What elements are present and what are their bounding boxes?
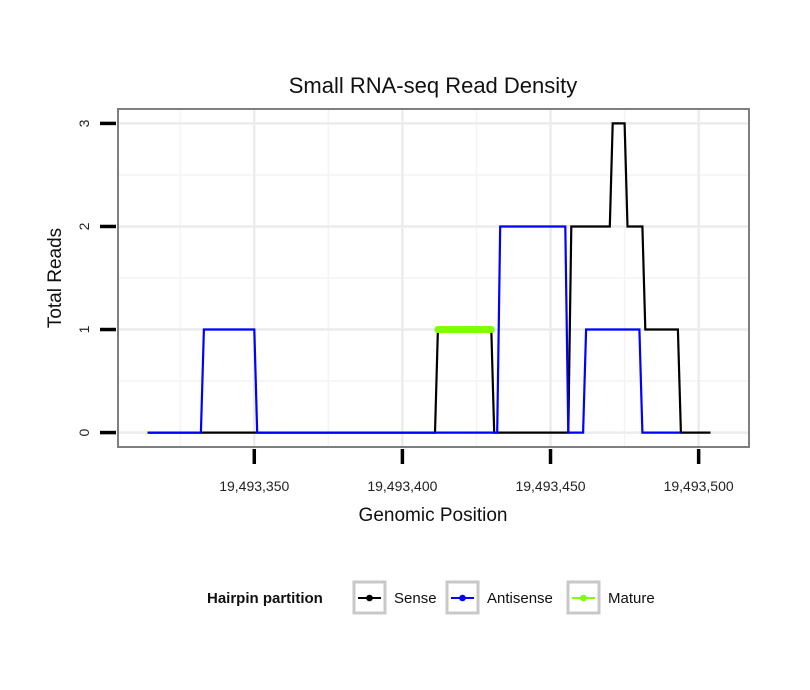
legend-label: Antisense bbox=[487, 590, 553, 607]
series-line-antisense bbox=[147, 225, 681, 434]
x-tick-label: 19,493,400 bbox=[367, 478, 437, 494]
legend-title: Hairpin partition bbox=[207, 590, 323, 607]
y-tick-label: 1 bbox=[76, 325, 92, 333]
legend-key-dot bbox=[459, 594, 466, 602]
x-tick-label: 19,493,350 bbox=[219, 478, 289, 494]
y-axis-title: Total Reads bbox=[45, 228, 66, 328]
legend-item-mature: Mature bbox=[566, 580, 655, 615]
legend-item-antisense: Antisense bbox=[445, 580, 553, 615]
y-tick-label: 3 bbox=[76, 119, 92, 127]
y-tick-label: 0 bbox=[76, 428, 92, 436]
legend: Hairpin partition Sense Antisense Mature bbox=[207, 580, 655, 615]
legend-item-sense: Sense bbox=[352, 580, 437, 615]
grid-lines bbox=[118, 109, 749, 447]
series-lines bbox=[147, 122, 711, 434]
x-tick-label: 19,493,450 bbox=[515, 478, 585, 494]
y-tick-label: 2 bbox=[76, 222, 92, 230]
plot-panel-border bbox=[117, 108, 750, 448]
legend-key-dot bbox=[580, 594, 587, 602]
legend-key-dot bbox=[366, 594, 373, 602]
legend-label: Sense bbox=[394, 590, 437, 607]
x-axis: 19,493,350 19,493,400 19,493,450 19,493,500 bbox=[219, 449, 734, 494]
x-axis-title: Genomic Position bbox=[359, 505, 508, 526]
x-tick-label: 19,493,500 bbox=[664, 478, 734, 494]
y-axis: 0 1 2 3 bbox=[76, 119, 116, 436]
chart-title: Small RNA-seq Read Density bbox=[289, 73, 578, 98]
legend-label: Mature bbox=[608, 590, 655, 607]
